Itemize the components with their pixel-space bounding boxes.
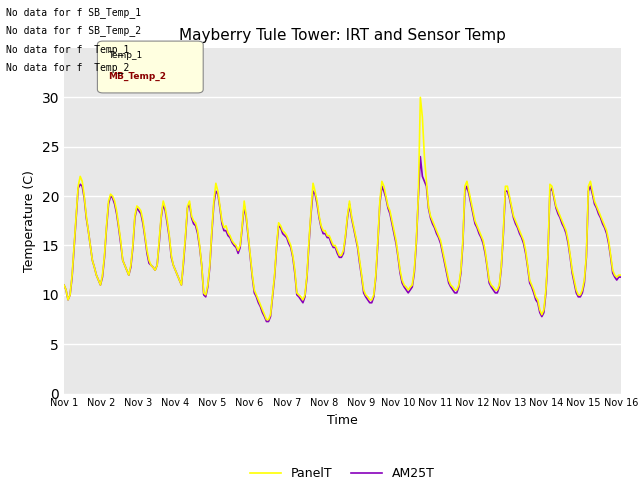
PanelT	[346, 198, 353, 204]
AM25T	[617, 274, 625, 280]
PanelT	[133, 203, 141, 209]
Line: AM25T: AM25T	[64, 156, 621, 322]
Text: No data for f  Temp_1: No data for f Temp_1	[6, 44, 130, 55]
PanelT	[394, 252, 402, 258]
FancyBboxPatch shape	[97, 41, 204, 93]
Text: No data for f SB_Temp_1: No data for f SB_Temp_1	[6, 7, 141, 18]
Text: No data for f  Temp_2: No data for f Temp_2	[6, 62, 130, 73]
Line: PanelT: PanelT	[64, 97, 621, 320]
AM25T	[417, 154, 424, 159]
AM25T	[60, 282, 68, 288]
Text: No data for f SB_Temp_2: No data for f SB_Temp_2	[6, 25, 141, 36]
PanelT	[417, 95, 424, 100]
PanelT	[262, 317, 270, 323]
AM25T	[352, 235, 360, 240]
Title: Mayberry Tule Tower: IRT and Sensor Temp: Mayberry Tule Tower: IRT and Sensor Temp	[179, 28, 506, 43]
Legend: PanelT, AM25T: PanelT, AM25T	[244, 462, 440, 480]
Text: Temp_1: Temp_1	[109, 51, 143, 60]
PanelT	[269, 292, 276, 298]
AM25T	[269, 294, 276, 300]
Y-axis label: Temperature (C): Temperature (C)	[23, 170, 36, 272]
AM25T	[451, 290, 459, 296]
PanelT	[617, 272, 625, 278]
Text: MB_Temp_2: MB_Temp_2	[109, 72, 166, 81]
AM25T	[262, 319, 270, 324]
AM25T	[133, 205, 141, 211]
PanelT	[352, 233, 360, 239]
AM25T	[394, 254, 402, 260]
PanelT	[60, 282, 68, 288]
AM25T	[346, 201, 353, 207]
X-axis label: Time: Time	[327, 414, 358, 427]
PanelT	[451, 287, 459, 293]
